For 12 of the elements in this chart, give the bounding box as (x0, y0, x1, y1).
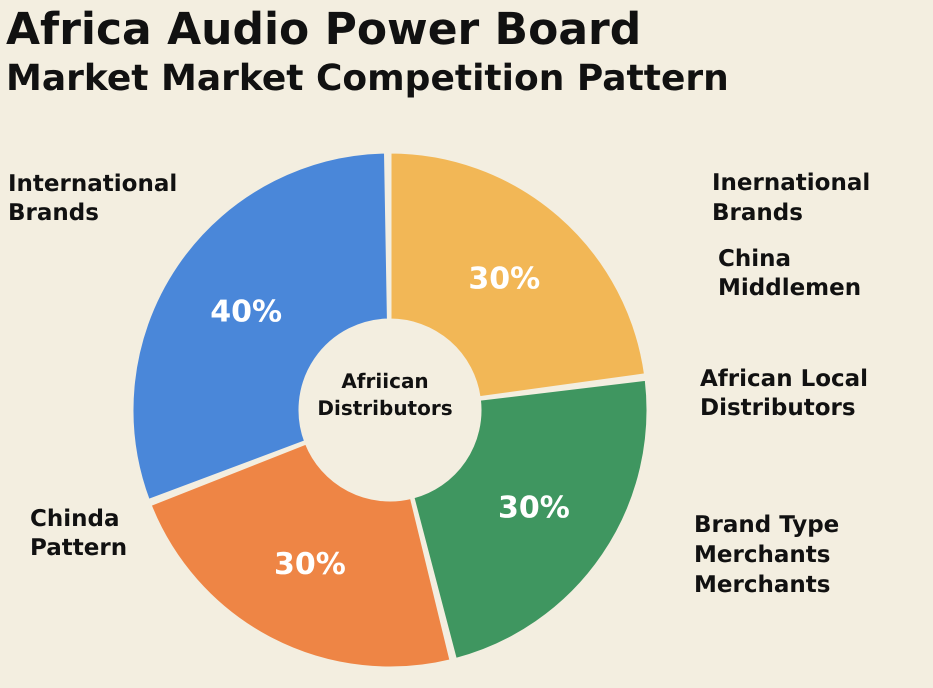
slice-label: African Local Distributors (700, 365, 870, 423)
text: Brand Type Merchants Merchants (694, 511, 840, 600)
slice-label: Chinda Pattern (30, 505, 128, 563)
data-label: 40% (210, 294, 282, 330)
slice-label: China Middlemen (718, 245, 862, 303)
data-label: 30% (498, 490, 570, 526)
data-label: 30% (274, 547, 346, 582)
text: Afriican Distributors (316, 368, 454, 422)
slice-label: International Brands (8, 170, 178, 228)
chart-title: Africa Audio Power Board Market Market Competition Pattern (6, 4, 729, 101)
data-label: 30% (468, 261, 540, 296)
text: Inernational Brands (712, 169, 872, 228)
